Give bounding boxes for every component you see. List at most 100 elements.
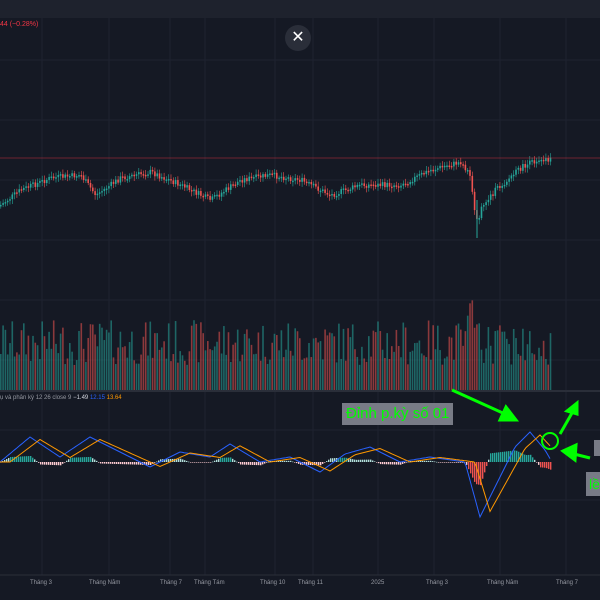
histogram-bar: [94, 459, 96, 462]
histogram-bar: [482, 462, 484, 479]
histogram-bar: [84, 457, 86, 462]
histogram-bar: [494, 452, 496, 462]
volume-bar: [485, 348, 487, 390]
histogram-bar: [130, 462, 132, 465]
candle-body: [223, 191, 225, 194]
candle-body: [9, 199, 11, 201]
candle-body: [133, 174, 135, 177]
macd-legend[interactable]: ụ và phân kỳ 12 26 close 9 −1.49 12.15 1…: [0, 395, 122, 401]
histogram-bar: [222, 457, 224, 462]
histogram-bar: [136, 462, 138, 465]
time-label: Tháng 3: [426, 580, 449, 586]
candle-body: [119, 176, 122, 183]
candle-body: [333, 193, 336, 197]
candle-body: [285, 178, 287, 181]
histogram-bar: [250, 462, 252, 465]
candle-body: [211, 196, 214, 200]
candle-body: [241, 180, 244, 183]
candle-body: [50, 176, 53, 179]
volume-bar: [549, 333, 552, 390]
volume-bar: [393, 351, 395, 390]
histogram-bar: [438, 462, 440, 463]
macd-histogram: [0, 450, 552, 486]
candle-body: [232, 184, 234, 186]
candle-body: [41, 180, 43, 182]
histogram-bar: [138, 462, 140, 465]
candle-body: [324, 189, 326, 193]
volume-bar: [522, 328, 524, 390]
candle-body: [243, 178, 246, 183]
volume-bar: [478, 323, 480, 390]
histogram-bar: [50, 462, 52, 465]
candle-body: [193, 189, 195, 192]
volume-bar: [144, 322, 147, 390]
candle-body: [167, 179, 170, 181]
candle-body: [52, 176, 55, 179]
volume-bar: [374, 332, 377, 390]
histogram-bar: [196, 462, 198, 463]
histogram-bar: [76, 457, 78, 462]
candle-body: [172, 180, 175, 185]
histogram-bar: [514, 450, 516, 462]
volume-bar: [441, 364, 444, 390]
candle-body: [363, 183, 365, 186]
volume-bar: [278, 350, 280, 390]
volume-bar: [170, 361, 172, 390]
histogram-bar: [86, 457, 88, 462]
candle-body: [101, 191, 103, 193]
macd-line: [0, 431, 551, 519]
volume-bar: [303, 358, 306, 390]
histogram-bar: [372, 460, 374, 462]
close-button[interactable]: ✕: [285, 25, 311, 51]
histogram-bar: [442, 462, 444, 463]
volume-bar: [195, 323, 198, 390]
histogram-bar: [124, 462, 126, 465]
candle-body: [280, 176, 283, 179]
histogram-bar: [216, 459, 218, 462]
histogram-bar: [320, 462, 322, 466]
candle-body: [540, 159, 543, 162]
annotation-edge-text: lề: [589, 476, 600, 492]
histogram-bar: [232, 458, 234, 462]
volume-bar: [342, 328, 345, 390]
candle-body: [87, 179, 89, 183]
histogram-bar: [404, 462, 406, 464]
histogram-bar: [234, 460, 236, 462]
volume-bar: [34, 342, 37, 390]
histogram-bar: [246, 462, 248, 465]
candle-body: [501, 185, 503, 188]
volume-bar: [326, 335, 329, 390]
candle-body: [250, 176, 253, 179]
candle-body: [510, 175, 513, 179]
volume-bar: [259, 360, 262, 390]
volume-bar: [236, 329, 239, 390]
volume-bar: [515, 338, 517, 390]
candle-body: [165, 179, 168, 181]
candle-body: [427, 170, 430, 173]
volume-bar: [29, 360, 32, 390]
candle-body: [462, 164, 464, 166]
candle-body: [294, 178, 296, 181]
volume-bar: [368, 336, 370, 390]
histogram-bar: [230, 457, 232, 462]
candle-body: [234, 184, 237, 187]
candle-body: [496, 186, 499, 188]
histogram-bar: [536, 462, 538, 463]
histogram-bar: [492, 453, 494, 462]
histogram-bar: [236, 461, 238, 463]
candle-body: [110, 181, 112, 187]
candle-body: [156, 173, 158, 177]
histogram-bar: [34, 459, 36, 462]
time-label: Tháng 7: [160, 580, 183, 586]
histogram-bar: [444, 462, 446, 463]
histogram-bar: [486, 462, 488, 467]
volume-bar: [480, 349, 483, 390]
volume-bar: [181, 355, 184, 390]
candle-body: [407, 184, 409, 186]
candle-body: [338, 194, 340, 196]
volume-bar: [462, 345, 464, 390]
macd-value: −1.49: [73, 395, 89, 401]
histogram-bar: [434, 461, 436, 463]
candle-body: [257, 174, 260, 176]
